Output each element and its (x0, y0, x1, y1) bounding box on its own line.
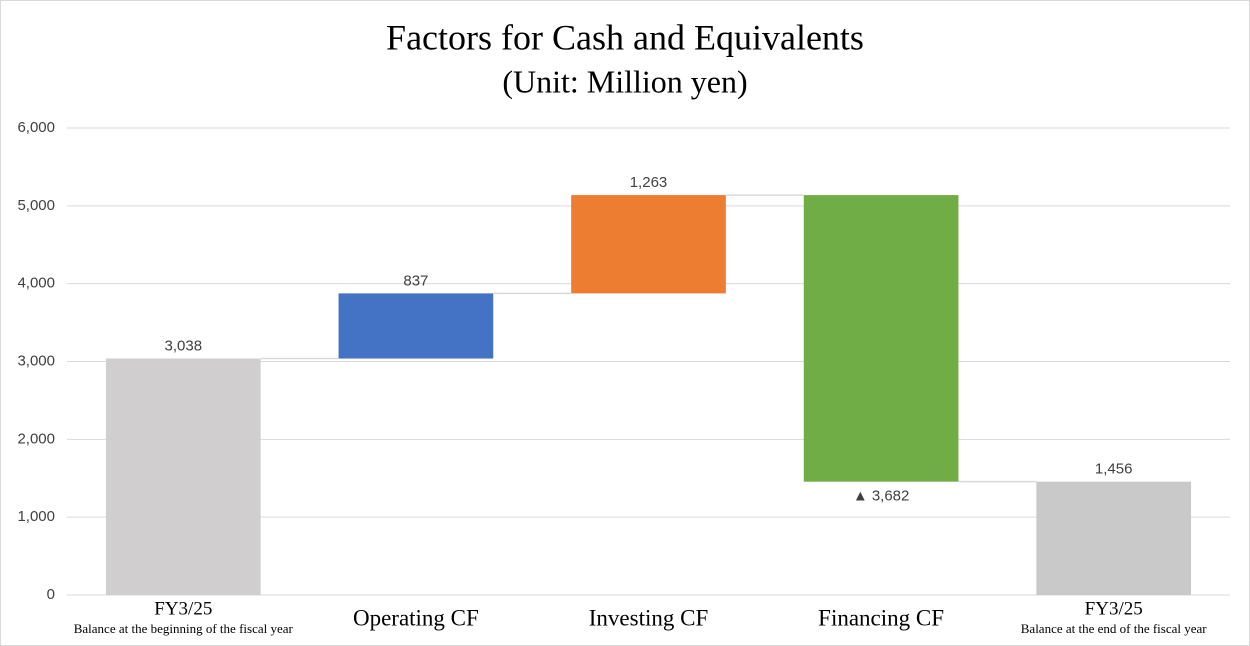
bar (1036, 481, 1192, 595)
chart-title: Factors for Cash and Equivalents (386, 17, 864, 57)
data-label: ▲ 3,682 (853, 488, 910, 505)
x-tick-note: Balance at the beginning of the fiscal y… (74, 621, 294, 636)
bar (105, 358, 261, 595)
data-label: 1,456 (1095, 461, 1133, 478)
bar (571, 195, 726, 294)
data-label: 837 (403, 272, 428, 289)
y-tick-label: 6,000 (17, 119, 55, 136)
x-tick-note: Balance at the end of the fiscal year (1021, 621, 1208, 636)
y-tick-label: 5,000 (17, 197, 55, 214)
bar (338, 293, 494, 359)
x-tick-label: FY3/25 (1085, 598, 1143, 619)
y-tick-label: 3,000 (17, 352, 55, 369)
x-tick-label: FY3/25 (154, 598, 212, 619)
chart-subtitle: (Unit: Million yen) (502, 63, 747, 99)
bar (803, 195, 959, 482)
data-label: 3,038 (165, 338, 203, 355)
data-label: 1,263 (630, 174, 668, 191)
x-tick-label: Operating CF (353, 605, 479, 630)
x-tick-label: Financing CF (818, 605, 944, 630)
y-tick-label: 4,000 (17, 275, 55, 292)
y-tick-label: 2,000 (17, 430, 55, 447)
y-tick-label: 0 (47, 586, 55, 603)
x-tick-label: Investing CF (589, 605, 708, 630)
y-tick-label: 1,000 (17, 508, 55, 525)
